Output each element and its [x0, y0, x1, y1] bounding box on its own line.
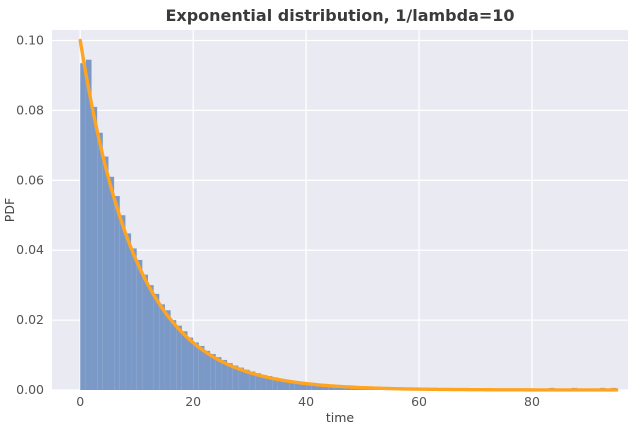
histogram-bar [91, 106, 98, 391]
histogram-bar [215, 357, 222, 390]
histogram-bar [159, 304, 165, 390]
y-tick-label: 0.10 [16, 32, 44, 47]
histogram-bar [125, 233, 132, 390]
histogram-bar [266, 376, 273, 390]
histogram-bar [204, 350, 211, 390]
x-tick-label: 80 [524, 394, 540, 409]
histogram-bar [255, 373, 261, 390]
histogram-bar [249, 371, 256, 390]
histogram-bar [142, 274, 148, 390]
histogram-bar [131, 248, 137, 390]
histogram-bar [80, 63, 86, 390]
histogram-bar [210, 354, 216, 390]
histogram-bar [108, 176, 115, 390]
y-tick-label: 0.06 [16, 172, 44, 187]
histogram-bar [187, 337, 194, 390]
histogram-bar [97, 132, 103, 391]
x-tick-label: 40 [298, 394, 314, 409]
histogram-bar [85, 59, 92, 390]
histogram-bar [227, 363, 233, 390]
histogram-bar [283, 379, 290, 390]
histogram-bar [176, 325, 182, 390]
histogram-bar [102, 156, 109, 390]
y-tick-label: 0.04 [16, 242, 44, 257]
histogram-bar [232, 365, 239, 390]
histogram-bar [136, 259, 143, 390]
x-tick-label: 20 [185, 394, 201, 409]
histogram-bar [317, 384, 324, 390]
histogram-bar [260, 374, 267, 390]
histogram-bar [300, 382, 307, 390]
histogram-bar [119, 215, 126, 390]
histogram-bar [238, 367, 244, 390]
histogram-bar [153, 293, 160, 390]
histogram-bar [272, 377, 278, 390]
histogram-bar [221, 359, 228, 390]
histogram-bar [148, 285, 154, 390]
y-tick-label: 0.02 [16, 312, 44, 327]
histogram-bar [193, 342, 199, 390]
y-tick-label: 0.00 [16, 382, 44, 397]
histogram-bar [289, 380, 295, 390]
chart-title: Exponential distribution, 1/lambda=10 [165, 6, 515, 25]
histogram-bar [198, 345, 205, 390]
histogram-bar [164, 310, 171, 390]
histogram-bar [311, 383, 318, 390]
x-tick-label: 0 [76, 394, 84, 409]
histogram-bar [277, 378, 284, 390]
histogram-bar [114, 196, 120, 390]
pdf-curve [78, 38, 619, 392]
histogram-bar [181, 331, 188, 390]
x-tick-label: 60 [411, 394, 427, 409]
y-axis-label: PDF [2, 198, 17, 222]
histogram-bar [170, 320, 177, 390]
histogram-bar [294, 381, 301, 390]
y-tick-label: 0.08 [16, 102, 44, 117]
x-axis-label: time [326, 410, 355, 425]
histogram-bar [323, 384, 329, 390]
histogram-bar [306, 383, 312, 390]
histogram-bar [244, 369, 250, 390]
